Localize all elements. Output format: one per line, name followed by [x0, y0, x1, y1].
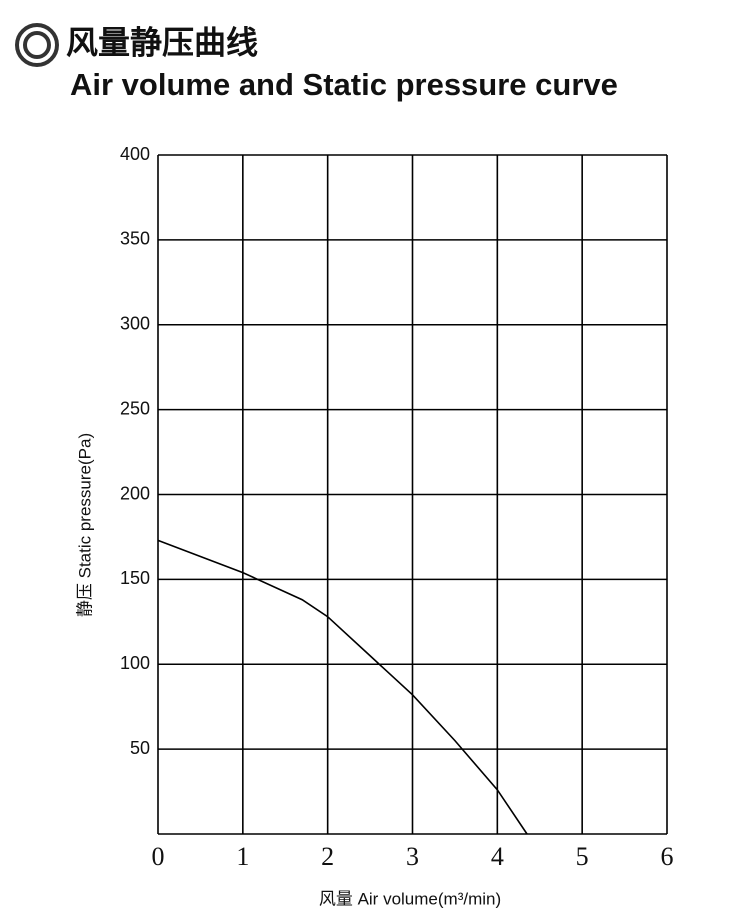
x-tick-label: 2	[321, 842, 334, 871]
y-tick-label: 350	[120, 229, 150, 249]
curve	[157, 539, 528, 835]
x-tick-label: 5	[576, 842, 589, 871]
y-tick-label: 150	[120, 568, 150, 588]
y-tick-label: 250	[120, 398, 150, 418]
title-icon-inner	[23, 31, 51, 59]
x-tick-label: 1	[236, 842, 249, 871]
x-tick-label: 3	[406, 842, 419, 871]
x-tick-label: 0	[152, 842, 165, 871]
y-tick-label: 200	[120, 483, 150, 503]
y-tick-label: 100	[120, 653, 150, 673]
x-axis-label: 风量 Air volume(m³/min)	[319, 889, 501, 908]
y-tick-label: 300	[120, 314, 150, 334]
x-tick-label: 6	[661, 842, 674, 871]
y-tick-label: 400	[120, 144, 150, 164]
y-tick-label: 50	[130, 738, 150, 758]
chart-title: 风量静压曲线	[66, 24, 258, 60]
chart-subtitle: Air volume and Static pressure curve	[70, 67, 618, 102]
x-tick-label: 4	[491, 842, 504, 871]
title-icon	[15, 23, 59, 67]
y-axis-label: 静压 Static pressure(Pa)	[75, 433, 94, 617]
